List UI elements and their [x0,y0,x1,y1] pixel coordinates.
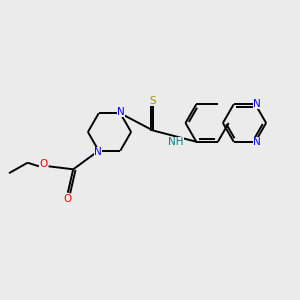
Text: S: S [150,95,156,106]
Text: O: O [64,194,72,204]
Text: N: N [117,107,125,117]
Text: N: N [253,137,261,147]
Text: N: N [94,147,102,157]
Text: NH: NH [168,137,184,147]
Text: O: O [39,159,47,169]
Text: N: N [253,99,261,109]
